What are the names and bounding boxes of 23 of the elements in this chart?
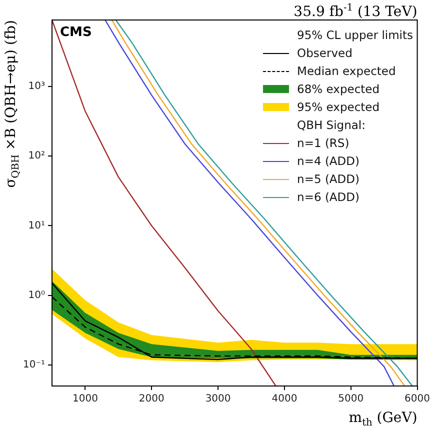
legend-label: n=4 (ADD) bbox=[297, 154, 360, 168]
x-tick-label: 1000 bbox=[72, 394, 98, 405]
legend-label: 95% expected bbox=[297, 100, 380, 114]
x-tick-label: 4000 bbox=[272, 394, 298, 405]
legend-label: n=1 (RS) bbox=[297, 136, 350, 150]
legend-label: Median expected bbox=[297, 64, 396, 78]
legend-label: n=5 (ADD) bbox=[297, 172, 360, 186]
x-tick-label: 3000 bbox=[205, 394, 231, 405]
y-axis-title: σQBH ×B (QBH→eμ) (fb) bbox=[3, 20, 22, 188]
legend-label: Observed bbox=[297, 46, 352, 60]
y-tick-label: 10⁻¹ bbox=[22, 360, 46, 371]
annotation: CMS bbox=[60, 24, 92, 40]
x-tick-label: 2000 bbox=[138, 394, 164, 405]
x-tick-label: 6000 bbox=[404, 394, 430, 405]
y-tick-label: 10³ bbox=[28, 81, 46, 92]
x-tick-label: 5000 bbox=[338, 394, 364, 405]
legend-label: 68% expected bbox=[297, 82, 380, 96]
y-tick-label: 10¹ bbox=[28, 220, 46, 232]
legend-title: 95% CL upper limits bbox=[296, 27, 413, 44]
legend-label: n=6 (ADD) bbox=[297, 190, 360, 204]
annotation: QBH Signal: bbox=[296, 117, 366, 134]
y-tick-label: 10² bbox=[28, 150, 46, 162]
y-tick-label: 10⁰ bbox=[28, 290, 46, 301]
